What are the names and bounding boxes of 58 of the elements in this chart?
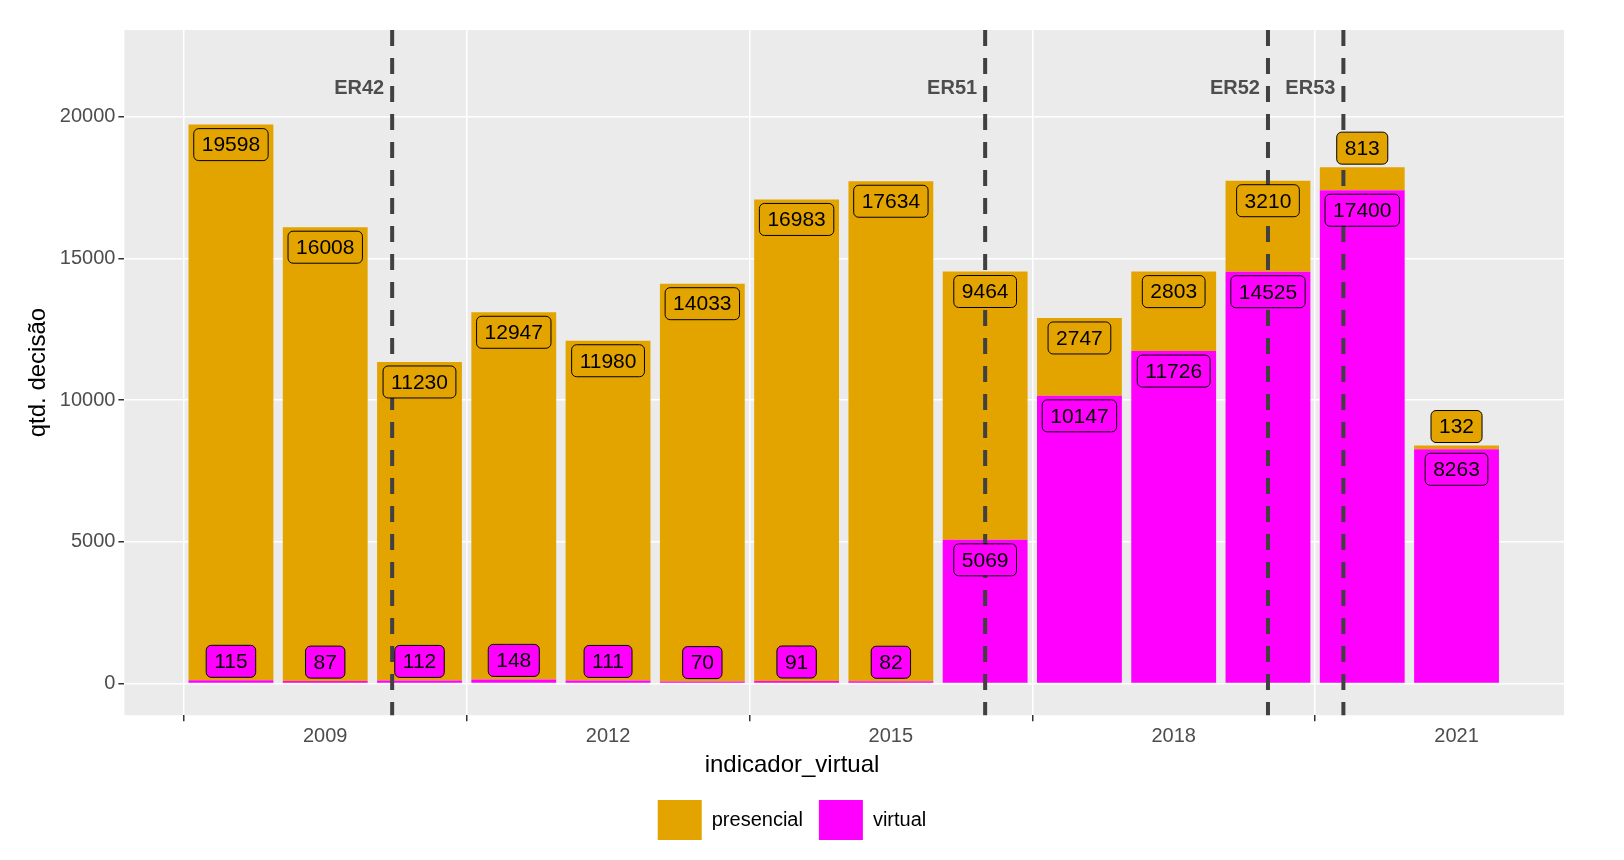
y-tick-label: 10000 <box>59 387 116 410</box>
y-tick-label: 20000 <box>59 104 116 126</box>
ref-line-label: ER42 <box>334 75 385 98</box>
bar <box>1225 271 1311 683</box>
data-label: 87 <box>313 649 337 673</box>
ref-line-label: ER52 <box>1209 75 1260 98</box>
data-label: 82 <box>879 650 903 674</box>
bar <box>659 283 745 682</box>
data-label: 17634 <box>861 189 921 213</box>
data-label: 111 <box>592 649 625 673</box>
data-label: 8263 <box>1433 457 1480 481</box>
x-tick-label: 2009 <box>302 723 348 746</box>
bar <box>188 124 274 681</box>
data-label: 115 <box>214 649 248 673</box>
legend-label: virtual <box>872 807 927 830</box>
bar <box>282 227 368 682</box>
data-label: 813 <box>1344 135 1380 159</box>
y-tick-label: 15000 <box>59 245 116 268</box>
data-label: 5069 <box>961 547 1009 571</box>
bar <box>1319 190 1405 683</box>
data-label: 70 <box>690 650 714 674</box>
data-label: 16983 <box>767 207 826 231</box>
bar <box>471 312 557 680</box>
data-label: 17400 <box>1333 198 1392 221</box>
bar <box>848 181 934 682</box>
data-label: 14033 <box>673 291 732 315</box>
data-label: 12947 <box>484 320 543 344</box>
data-label: 11230 <box>391 369 448 393</box>
legend-label: presencial <box>711 807 803 830</box>
x-tick-label: 2012 <box>585 723 631 746</box>
bar <box>1131 351 1217 683</box>
y-tick-label: 5000 <box>70 529 116 552</box>
ref-line-label: ER51 <box>927 75 978 98</box>
legend-title: indicador_virtual <box>704 749 880 777</box>
data-label: 2747 <box>1056 325 1103 349</box>
data-label: 10147 <box>1050 403 1109 427</box>
data-label: 148 <box>496 648 532 672</box>
y-tick-label: 0 <box>104 671 116 694</box>
bar <box>942 271 1028 540</box>
data-label: 132 <box>1439 414 1475 438</box>
data-label: 19598 <box>201 132 261 156</box>
data-label: 16008 <box>296 235 355 259</box>
data-label: 14525 <box>1238 279 1298 303</box>
data-label: 91 <box>784 649 809 673</box>
data-label: 11726 <box>1145 358 1203 382</box>
bar <box>1414 449 1499 683</box>
data-label: 2803 <box>1150 279 1198 303</box>
x-tick-label: 2018 <box>1151 723 1196 746</box>
data-label: 112 <box>402 649 437 673</box>
ref-line-label: ER53 <box>1285 75 1336 98</box>
data-label: 11980 <box>579 348 637 372</box>
data-label: 9464 <box>961 279 1009 303</box>
data-label: 3210 <box>1244 188 1292 212</box>
y-axis-title: qtd. decisão <box>23 307 51 438</box>
bar <box>754 199 840 681</box>
x-tick-label: 2015 <box>868 723 914 746</box>
x-tick-label: 2021 <box>1434 723 1479 746</box>
bar <box>1037 395 1122 683</box>
